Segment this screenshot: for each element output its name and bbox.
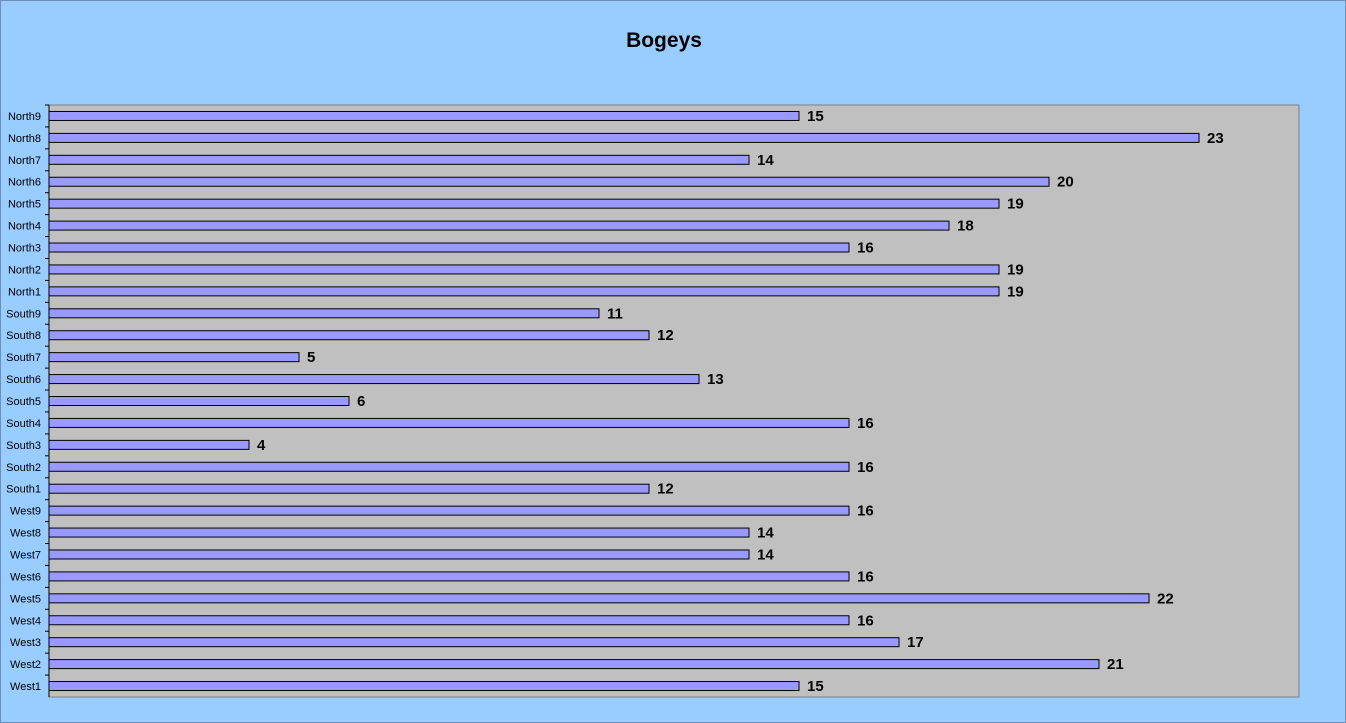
bar-west8	[48, 527, 750, 538]
value-label-north6: 20	[1057, 174, 1074, 191]
category-label-south6: South6	[6, 374, 41, 386]
bar-west2	[48, 659, 1100, 670]
bar-north1	[48, 286, 1000, 297]
bar-west7	[48, 549, 750, 560]
value-label-north4: 18	[957, 218, 974, 235]
category-label-west9: West9	[10, 506, 41, 518]
value-label-west6: 16	[857, 568, 874, 585]
bar-north7	[48, 154, 750, 165]
bars-group: North9 15 North8 23 North7 14 North6 20 North5 19…	[6, 104, 1224, 695]
bar-west1	[48, 681, 800, 692]
value-label-north8: 23	[1207, 130, 1224, 147]
bar-west5	[48, 593, 1150, 604]
bar-west4	[48, 615, 850, 626]
category-label-south7: South7	[6, 352, 41, 364]
category-label-south5: South5	[6, 396, 41, 408]
value-label-south2: 16	[857, 459, 874, 476]
bar-south4	[48, 417, 850, 428]
value-label-north1: 19	[1007, 283, 1024, 300]
category-label-north6: North6	[8, 177, 41, 189]
category-label-west6: West6	[10, 571, 41, 583]
bar-north4	[48, 220, 950, 231]
value-label-west5: 22	[1157, 590, 1174, 607]
bar-west6	[48, 571, 850, 582]
value-label-north7: 14	[757, 152, 774, 169]
value-label-west2: 21	[1107, 656, 1124, 673]
category-label-north1: North1	[8, 286, 41, 298]
value-label-north9: 15	[807, 108, 824, 125]
value-label-north2: 19	[1007, 261, 1024, 278]
value-label-west9: 16	[857, 503, 874, 520]
category-label-west8: West8	[10, 528, 41, 540]
value-label-south4: 16	[857, 415, 874, 432]
value-label-south5: 6	[357, 393, 365, 410]
category-label-south1: South1	[6, 484, 41, 496]
category-label-west3: West3	[10, 637, 41, 649]
bar-north3	[48, 242, 850, 253]
value-label-west8: 14	[757, 525, 774, 542]
value-label-north3: 16	[857, 240, 874, 257]
value-label-south9: 11	[607, 305, 623, 322]
category-label-south8: South8	[6, 330, 41, 342]
bar-south8	[48, 330, 650, 341]
category-label-north8: North8	[8, 133, 41, 145]
category-label-north4: North4	[8, 221, 41, 233]
bar-south9	[48, 308, 600, 319]
bar-south2	[48, 461, 850, 472]
category-label-west1: West1	[10, 681, 41, 693]
category-label-south9: South9	[6, 308, 41, 320]
value-label-west7: 14	[757, 546, 774, 563]
value-label-north5: 19	[1007, 196, 1024, 213]
category-label-south4: South4	[6, 418, 41, 430]
bar-south6	[48, 374, 700, 385]
bar-west9	[48, 505, 850, 516]
category-label-west2: West2	[10, 659, 41, 671]
category-label-north2: North2	[8, 264, 41, 276]
value-label-west4: 16	[857, 612, 874, 629]
category-label-south2: South2	[6, 462, 41, 474]
bar-north6	[48, 176, 1050, 187]
category-label-west7: West7	[10, 549, 41, 561]
bar-south7	[48, 352, 300, 363]
category-label-south3: South3	[6, 440, 41, 452]
value-label-south1: 12	[657, 481, 674, 498]
category-label-west4: West4	[10, 615, 41, 627]
bar-south5	[48, 396, 350, 406]
value-label-south8: 12	[657, 327, 674, 344]
bar-north8	[48, 132, 1200, 143]
category-label-west5: West5	[10, 593, 41, 605]
value-label-west1: 15	[807, 678, 824, 695]
bar-north9	[48, 110, 800, 121]
value-label-south7: 5	[307, 349, 315, 366]
bar-west3	[48, 637, 900, 648]
value-label-south6: 13	[707, 371, 724, 388]
value-label-west3: 17	[907, 634, 924, 651]
bar-north5	[48, 198, 1000, 209]
category-label-north9: North9	[8, 111, 41, 123]
bar-south3	[48, 439, 250, 450]
category-label-north5: North5	[8, 199, 41, 211]
category-label-north3: North3	[8, 243, 41, 255]
value-label-south3: 4	[257, 437, 266, 454]
chart-title: Bogeys	[626, 29, 702, 52]
bar-south1	[48, 483, 650, 494]
bar-north2	[48, 264, 1000, 275]
category-label-north7: North7	[8, 155, 41, 167]
